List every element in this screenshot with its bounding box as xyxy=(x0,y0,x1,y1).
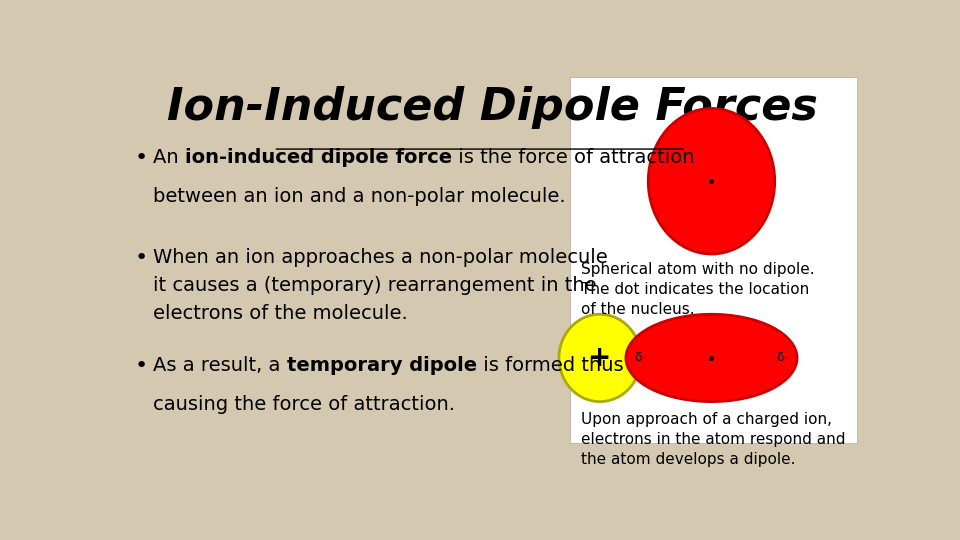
Text: As a result, a: As a result, a xyxy=(154,356,287,375)
Text: Spherical atom with no dipole.
The dot indicates the location
of the nucleus.: Spherical atom with no dipole. The dot i… xyxy=(581,262,815,317)
Ellipse shape xyxy=(559,314,641,402)
Text: •: • xyxy=(134,356,148,376)
FancyBboxPatch shape xyxy=(570,77,856,443)
Text: between an ion and a non-polar molecule.: between an ion and a non-polar molecule. xyxy=(154,187,566,206)
Text: is formed thus: is formed thus xyxy=(477,356,624,375)
Text: temporary dipole: temporary dipole xyxy=(287,356,477,375)
Text: ion-induced dipole force: ion-induced dipole force xyxy=(185,148,452,167)
Text: •: • xyxy=(134,148,148,168)
Text: Ion-Induced Dipole Forces: Ion-Induced Dipole Forces xyxy=(167,85,817,129)
Text: δ-: δ- xyxy=(635,352,647,365)
Ellipse shape xyxy=(648,109,775,254)
Text: causing the force of attraction.: causing the force of attraction. xyxy=(154,395,455,414)
Ellipse shape xyxy=(626,314,797,402)
Text: is the force of attraction: is the force of attraction xyxy=(452,148,695,167)
Text: +: + xyxy=(588,344,612,372)
Text: When an ion approaches a non-polar molecule
it causes a (temporary) rearrangemen: When an ion approaches a non-polar molec… xyxy=(154,248,609,323)
Text: •: • xyxy=(134,248,148,268)
Text: Upon approach of a charged ion,
electrons in the atom respond and
the atom devel: Upon approach of a charged ion, electron… xyxy=(581,412,846,467)
Text: An: An xyxy=(154,148,185,167)
Text: δ-: δ- xyxy=(776,352,788,365)
